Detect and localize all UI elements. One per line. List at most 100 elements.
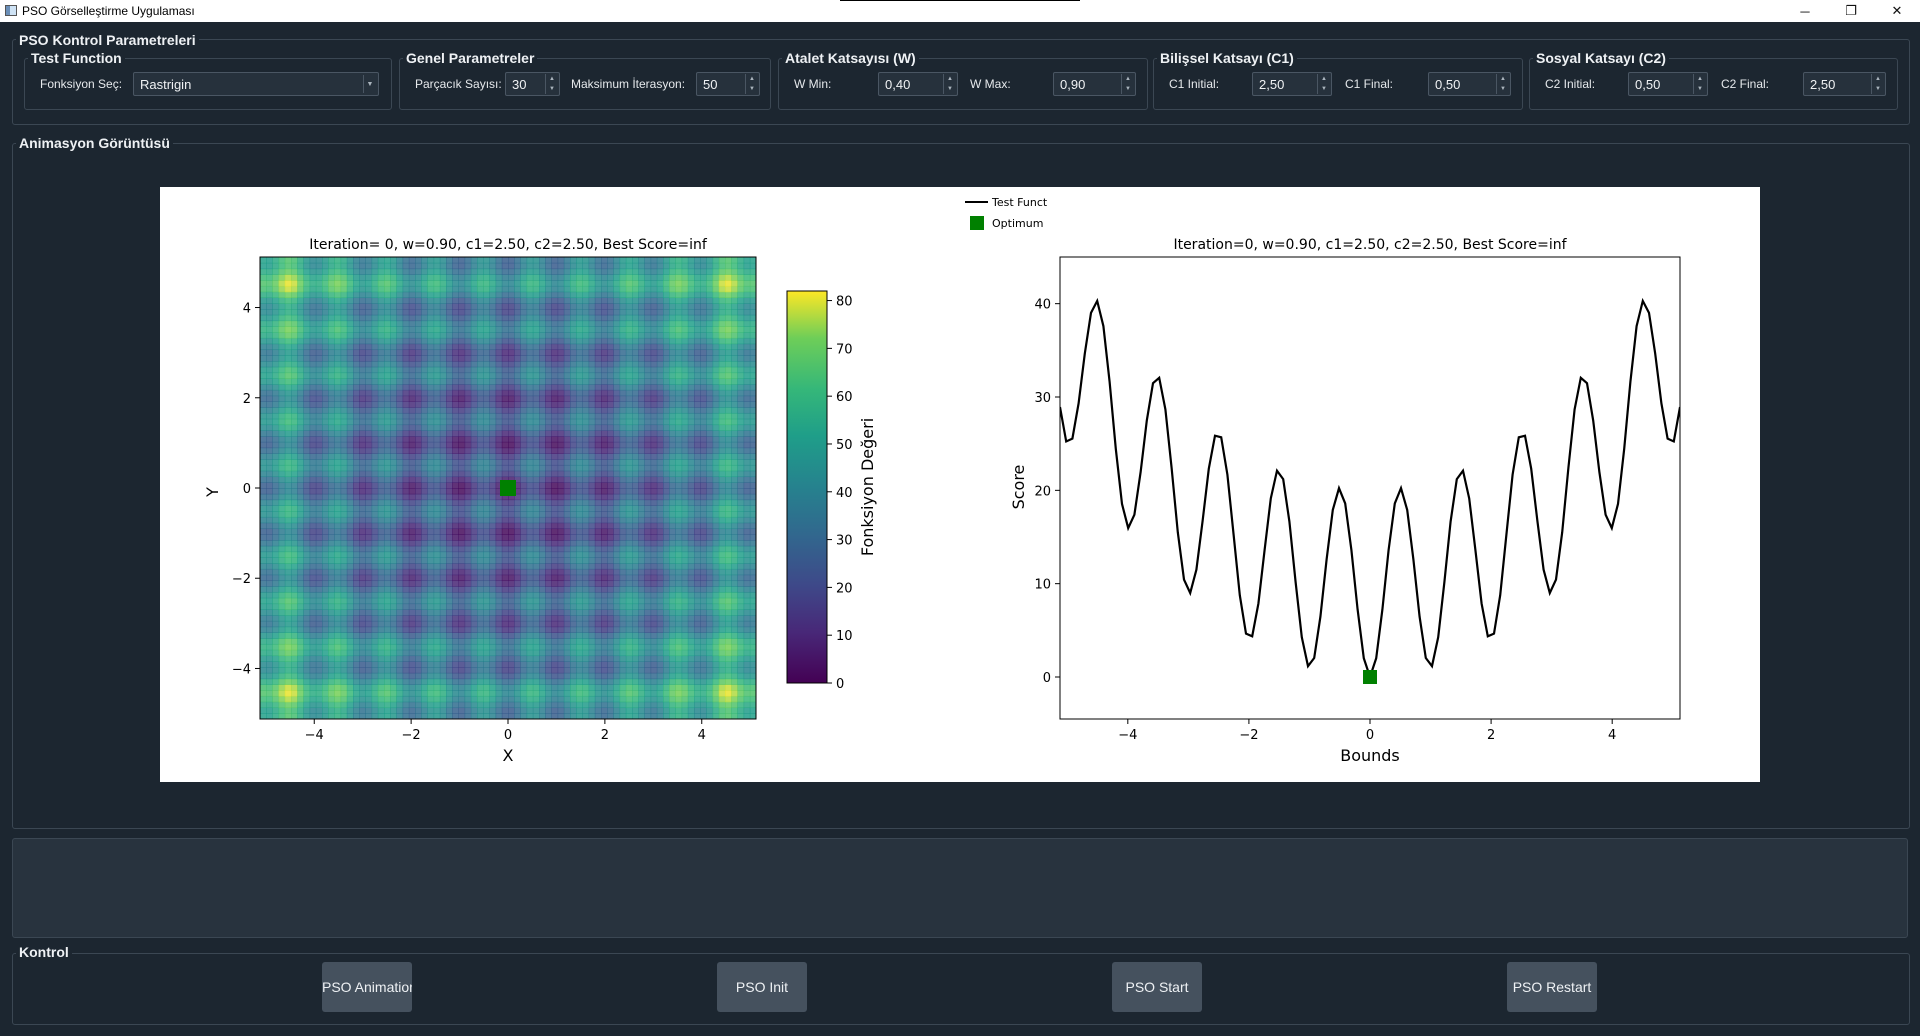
heatmap-cell [433, 505, 441, 512]
heatmap-cell [477, 366, 484, 374]
heatmap-cell [452, 505, 459, 512]
heatmap-cell [520, 418, 528, 426]
heatmap-cell [359, 586, 366, 593]
heatmap-cell [365, 314, 373, 322]
heatmap-cell [284, 690, 292, 697]
minimize-button[interactable]: ─ [1800, 3, 1810, 19]
chevron-down-icon: ▼ [363, 75, 376, 93]
heatmap-cell [284, 632, 292, 639]
heatmap-cell [384, 580, 391, 587]
heatmap-cell [514, 638, 521, 645]
heatmap-cell [266, 257, 273, 264]
heatmap-cell [371, 672, 379, 680]
heatmap-cell [539, 320, 546, 327]
heatmap-cell [613, 568, 621, 576]
heatmap-cell [520, 534, 528, 541]
particle-count-spinbox[interactable]: 30 ▲ ▼ [505, 72, 560, 96]
heatmap-cell [588, 638, 596, 645]
heatmap-cell [415, 343, 422, 351]
heatmap-cell [309, 638, 317, 645]
heatmap-cell [266, 672, 273, 680]
heatmap-cell [594, 274, 602, 281]
w-max-spinbox[interactable]: 0,90 ▲ ▼ [1053, 72, 1136, 96]
heatmap-cell [291, 632, 298, 639]
heatmap-cell [334, 539, 342, 547]
heatmap-cell [582, 407, 590, 414]
spin-arrows-icon[interactable]: ▲ ▼ [545, 74, 558, 94]
heatmap-cell [594, 713, 602, 719]
heatmap-cell [309, 459, 317, 466]
heatmap-cell [458, 516, 466, 524]
heatmap-cell [613, 511, 621, 518]
heatmap-cell [458, 401, 466, 408]
heatmap-cell [291, 441, 298, 449]
heatmap-cell [291, 690, 298, 697]
c1-final-spinbox[interactable]: 0,50 ▲ ▼ [1428, 72, 1511, 96]
heatmap-cell [489, 401, 497, 408]
heatmap-cell [594, 476, 602, 483]
w-min-spinbox[interactable]: 0,40 ▲ ▼ [878, 72, 958, 96]
max-iteration-spinbox[interactable]: 50 ▲ ▼ [696, 72, 760, 96]
heatmap-cell [483, 430, 490, 437]
heatmap-cell [346, 488, 354, 495]
heatmap-cell [477, 372, 484, 379]
heatmap-cell [303, 493, 311, 501]
heatmap-cell [551, 308, 559, 316]
spin-arrows-icon[interactable]: ▲ ▼ [1496, 74, 1509, 94]
heatmap-cell [439, 291, 447, 299]
heatmap-cell [508, 441, 515, 449]
heatmap-cell [377, 678, 385, 685]
heatmap-cell [272, 638, 280, 645]
c2-final-spinbox[interactable]: 2,50 ▲ ▼ [1803, 72, 1886, 96]
heatmap-cell [260, 337, 267, 345]
heatmap-cell [396, 355, 404, 362]
heatmap-cell [539, 597, 546, 605]
close-button[interactable]: ✕ [1891, 3, 1903, 18]
heatmap-cell [452, 418, 459, 426]
heatmap-cell [291, 609, 298, 616]
heatmap-cell [539, 378, 546, 385]
spin-arrows-icon[interactable]: ▲ ▼ [1121, 74, 1134, 94]
function-select[interactable]: Rastrigin ▼ [133, 72, 379, 96]
heatmap-cell [278, 574, 286, 582]
heatmap-cell [557, 707, 565, 714]
heatmap-cell [384, 586, 391, 593]
heatmap-cell [359, 522, 366, 530]
heatmap-cell [408, 557, 416, 564]
spin-arrows-icon[interactable]: ▲ ▼ [745, 74, 758, 94]
heatmap-cell [359, 389, 366, 397]
spin-arrows-icon[interactable]: ▲ ▼ [1871, 74, 1884, 94]
heatmap-cell [594, 511, 602, 518]
heatmap-cell [346, 360, 354, 368]
heatmap-cell [508, 303, 515, 310]
heatmap-cell [334, 412, 342, 420]
heatmap-cell [632, 476, 639, 483]
heatmap-cell [508, 401, 515, 408]
heatmap-cell [539, 314, 546, 322]
heatmap-cell [284, 441, 292, 449]
heatmap-cell [570, 436, 577, 443]
heatmap-cell [384, 563, 391, 570]
heatmap-cell [278, 343, 286, 351]
heatmap-cell [619, 459, 627, 466]
heatmap-cell [402, 262, 410, 270]
heatmap-cell [297, 661, 304, 668]
heatmap-cell [328, 615, 335, 622]
heatmap-cell [260, 424, 267, 431]
spin-arrows-icon[interactable]: ▲ ▼ [1693, 74, 1706, 94]
heatmap-cell [322, 418, 329, 426]
spin-arrows-icon[interactable]: ▲ ▼ [1317, 74, 1330, 94]
heatmap-cell [421, 476, 428, 483]
heatmap-cell [563, 401, 571, 408]
c2-initial-spinbox[interactable]: 0,50 ▲ ▼ [1628, 72, 1708, 96]
heatmap-cell [501, 308, 509, 316]
heatmap-cell [260, 643, 267, 651]
restore-button[interactable]: ❐ [1845, 3, 1857, 18]
heatmap-cell [408, 655, 416, 662]
spin-arrows-icon[interactable]: ▲ ▼ [943, 74, 956, 94]
c1-initial-spinbox[interactable]: 2,50 ▲ ▼ [1252, 72, 1332, 96]
heatmap-cell [625, 459, 633, 466]
heatmap-cell [520, 499, 528, 506]
heatmap-cell [346, 505, 354, 512]
heatmap-cell [328, 372, 335, 379]
